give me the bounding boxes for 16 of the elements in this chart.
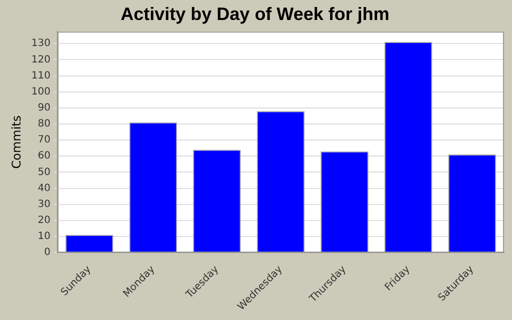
y-tick-label: 10: [38, 231, 50, 242]
y-tick-label: 60: [38, 150, 50, 162]
chart-title: Activity by Day of Week for jhm: [120, 4, 390, 24]
y-tick-label: 100: [31, 86, 50, 98]
y-tick-label: 30: [38, 198, 50, 210]
y-tick-label: 80: [38, 118, 50, 130]
y-tick-label: 110: [31, 70, 50, 82]
y-tick-label: 40: [38, 182, 50, 194]
y-tick-label: 0: [44, 247, 50, 258]
y-tick-label: 120: [31, 54, 50, 66]
y-axis-title: Commits: [9, 115, 24, 169]
y-tick-label: 20: [38, 215, 50, 226]
y-tick-label: 130: [31, 38, 50, 50]
y-tick-label: 50: [38, 166, 50, 178]
y-tick-label: 70: [38, 134, 50, 146]
y-tick-label: 90: [38, 102, 50, 114]
